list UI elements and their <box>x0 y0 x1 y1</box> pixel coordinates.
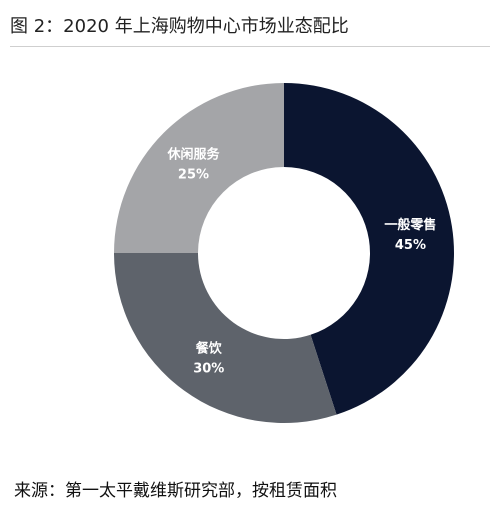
slice-label: 休闲服务 <box>166 146 220 162</box>
donut-slice <box>114 83 284 253</box>
slice-value-label: 25% <box>178 167 209 182</box>
donut-slice <box>284 83 454 415</box>
title-divider <box>10 46 490 47</box>
donut-slice <box>114 253 337 423</box>
slice-value-label: 30% <box>193 362 224 377</box>
slice-label: 餐饮 <box>195 341 223 357</box>
slice-value-label: 45% <box>395 238 426 253</box>
slice-label: 一般零售 <box>384 217 436 233</box>
figure-title: 图 2：2020 年上海购物中心市场业态配比 <box>10 16 349 37</box>
source-note: 来源：第一太平戴维斯研究部，按租赁面积 <box>14 481 337 501</box>
